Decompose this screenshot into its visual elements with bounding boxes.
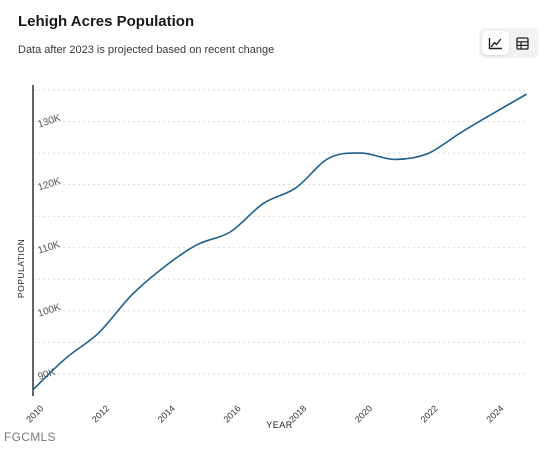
y-tick-label: 110K [37, 239, 62, 257]
watermark-text: FGCMLS [4, 430, 56, 444]
y-tick-label: 130K [37, 113, 63, 131]
y-axis-title: POPULATION [16, 239, 26, 298]
x-tick-label: 2024 [484, 403, 505, 424]
chart-title: Lehigh Acres Population [18, 13, 195, 30]
x-axis-title: YEAR [266, 420, 293, 430]
x-tick-label: 2014 [156, 403, 177, 424]
table-view-button[interactable] [509, 31, 536, 55]
table-grid-icon [516, 36, 529, 50]
chart-view-button[interactable] [482, 31, 509, 55]
y-tick-label: 120K [37, 176, 63, 194]
line-chart-icon [488, 37, 502, 49]
x-tick-label: 2010 [24, 403, 45, 424]
x-tick-label: 2020 [353, 403, 374, 424]
y-tick-label: 100K [37, 302, 63, 320]
x-tick-label: 2016 [221, 403, 242, 424]
x-tick-label: 2022 [419, 403, 440, 424]
view-toggle [479, 28, 539, 58]
chart-subtitle: Data after 2023 is projected based on re… [18, 44, 275, 56]
series-line-0 [32, 93, 527, 391]
x-tick-label: 2012 [90, 403, 111, 424]
